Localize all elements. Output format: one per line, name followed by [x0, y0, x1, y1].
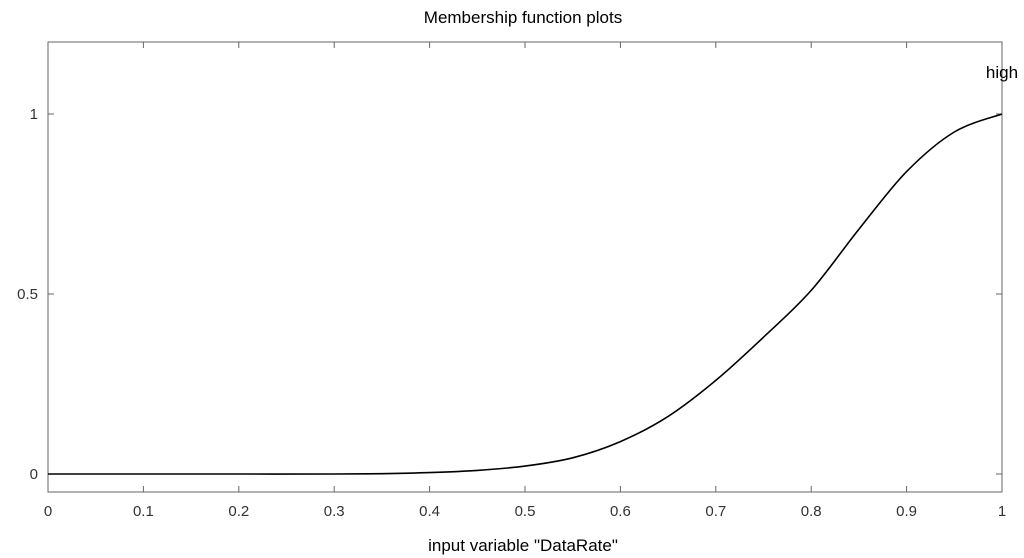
x-tick-label-3: 0.3 — [324, 503, 345, 520]
x-tick-label-8: 0.8 — [801, 503, 822, 520]
x-tick-label-10: 1 — [998, 503, 1006, 520]
tick-labels-layer: 0 0.1 0.2 0.3 0.4 0.5 0.6 0.7 0.8 0.9 1 0 0.5 1 — [17, 106, 1006, 520]
x-tick-label-6: 0.6 — [610, 503, 631, 520]
x-tick-label-2: 0.2 — [228, 503, 249, 520]
plot-area — [47, 41, 1003, 493]
x-tick-label-9: 0.9 — [896, 503, 917, 520]
y-tick-label-2: 1 — [30, 106, 38, 123]
x-tick-label-5: 0.5 — [515, 503, 536, 520]
x-tick-label-7: 0.7 — [705, 503, 726, 520]
y-tick-label-1: 0.5 — [17, 286, 38, 303]
x-axis-label: input variable "DataRate" — [428, 536, 618, 555]
chart-title: Membership function plots — [424, 8, 622, 27]
x-tick-label-0: 0 — [44, 503, 52, 520]
curve-label-high: high — [986, 63, 1018, 82]
x-tick-label-1: 0.1 — [133, 503, 154, 520]
y-tick-label-0: 0 — [30, 466, 38, 483]
series-line-high — [48, 113, 1003, 475]
x-tick-label-4: 0.4 — [419, 503, 440, 520]
